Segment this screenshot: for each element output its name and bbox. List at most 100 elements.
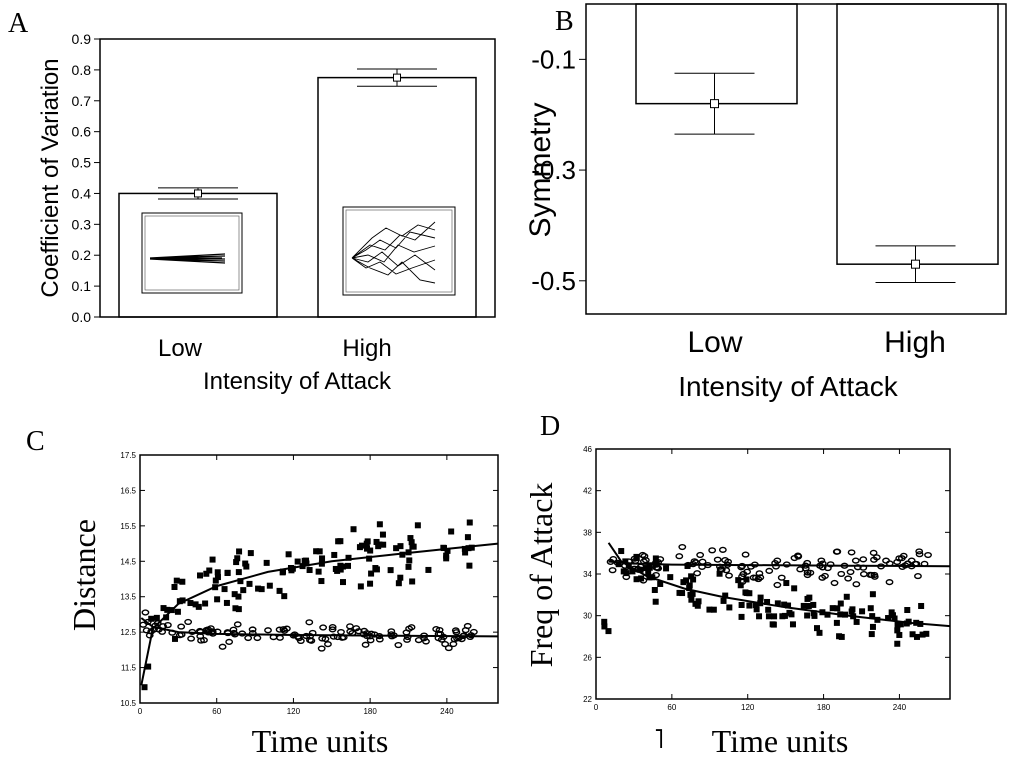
panel-d-square-point: [903, 620, 910, 627]
panel-d-circle-point: [837, 570, 846, 578]
panel-c-circle-point: [244, 634, 253, 642]
panel-c-square-point: [397, 543, 404, 550]
panel-d-circle-point: [696, 551, 705, 559]
panel-c-circle-point: [414, 637, 423, 644]
panel-c-square-point: [466, 519, 473, 526]
panel-c-square-point: [174, 608, 181, 615]
panel-d-square-point: [638, 575, 645, 582]
panel-c-square-point: [235, 606, 242, 613]
panel-c-square-point: [206, 567, 213, 574]
panel-a-y-label: Coefficient of Variation: [37, 58, 64, 297]
panel-c-square-point: [345, 562, 352, 569]
panel-d-circle-point: [741, 551, 750, 558]
panel-d-circle-point: [675, 553, 684, 560]
panel-c-circle-point: [324, 641, 332, 648]
panel-c-x-tick-label: 180: [363, 707, 377, 716]
panel-c-square-point: [443, 555, 450, 562]
panel-d-circle-point: [773, 581, 782, 589]
panel-d-square-point: [816, 629, 823, 636]
panel-d-square-point: [894, 640, 901, 647]
panel-d-square-point: [896, 631, 903, 638]
panel-c-circle-point: [177, 623, 186, 630]
panel-d-square-point: [783, 580, 790, 587]
panel-c-square-point: [444, 547, 451, 554]
panel-c-y-tick-label: 13.5: [120, 593, 136, 602]
panel-d-y-label: Freq of Attack: [523, 483, 559, 668]
panel-a-frame: [99, 38, 496, 318]
panel-d-square-point: [684, 562, 691, 569]
panel-b-frame: [585, 3, 1007, 315]
panel-c-circle-point: [187, 635, 196, 642]
panel-c-square-point: [237, 578, 244, 585]
panel-c-square-point: [171, 583, 178, 590]
panel-d-points: [601, 543, 932, 647]
panel-b-bar-low: [635, 3, 798, 105]
panel-d-square-point: [764, 598, 771, 605]
panel-d-square-point: [885, 615, 892, 622]
panel-d-circle-point: [869, 549, 878, 556]
panel-c-circle-point: [463, 622, 472, 630]
panel-c-square-point: [214, 569, 221, 576]
panel-a-inset-low: [141, 212, 243, 294]
panel-c-circle-point: [307, 637, 316, 644]
panel-b-bars: [635, 3, 999, 283]
panel-a-tick-label: 0.1: [72, 278, 92, 294]
panel-c-y-tick-label: 15.5: [120, 522, 136, 531]
panel-b-x-label: Intensity of Attack: [678, 371, 898, 402]
panel-d-square-point: [652, 598, 659, 605]
panel-c-x-tick-label: 120: [287, 707, 301, 716]
panel-d-square-point: [746, 602, 753, 609]
panel-d-square-point: [690, 576, 697, 583]
panel-d-x-label: Time units: [712, 723, 849, 759]
panel-c-square-point: [179, 597, 186, 604]
panel-d-square-point: [646, 562, 653, 569]
panel-d-square-point: [695, 598, 702, 605]
panel-d-square-point: [676, 589, 683, 596]
panel-c-square-point: [247, 550, 254, 557]
panel-c-square-point: [318, 578, 325, 585]
panel-d-fit-line: [608, 560, 951, 568]
panel-d-square-point: [737, 582, 744, 589]
panel-d-x-tick-label: 180: [817, 703, 831, 712]
panel-d-circle-point: [885, 579, 894, 586]
panel-c-square-point: [173, 577, 180, 584]
panel-b-y-label: Symmetry: [524, 103, 557, 238]
panel-c-circle-point: [142, 627, 151, 634]
panel-c-circle-point: [361, 641, 370, 648]
panel-d-circle-point: [851, 557, 860, 564]
panel-c-square-point: [373, 538, 380, 545]
panel-c-circle-point: [441, 641, 450, 648]
panel-d-square-point: [859, 608, 866, 615]
panel-b-tick-label: -0.5: [531, 266, 576, 296]
panel-c-square-point: [350, 526, 357, 533]
panel-c-square-point: [236, 548, 243, 555]
panel-c-points: [139, 519, 478, 691]
panel-d-circle-point: [832, 548, 841, 555]
panel-a-tick-label: 0.4: [72, 185, 92, 201]
panel-d-square-point: [837, 600, 844, 607]
panel-d-circle-point: [859, 571, 868, 578]
panel-b-tick-label: -0.1: [531, 44, 576, 74]
panel-b-tick-label: -0.3: [531, 155, 576, 185]
panel-a-bars: [118, 68, 477, 318]
panel-d-square-point: [605, 628, 612, 635]
panel-d-square-point: [804, 612, 811, 619]
panel-d-circle-point: [844, 575, 853, 582]
panel-c-square-point: [163, 614, 170, 621]
panel-d-square-point: [765, 606, 772, 613]
panel-a-mean-marker: [393, 73, 401, 82]
panel-d-square-point: [789, 621, 796, 628]
panel-d-square-point: [601, 623, 608, 630]
panel-d-square-point: [720, 597, 727, 604]
panel-c-circle-point: [360, 627, 369, 634]
panel-c-square-point: [363, 545, 370, 552]
panel-c-circle-point: [328, 626, 337, 633]
panel-c-x-tick-label: 60: [212, 707, 221, 716]
panel-d-x-tick-label: 240: [893, 703, 907, 712]
panel-c-circle-point: [275, 626, 284, 633]
panel-d-square-point: [752, 602, 759, 609]
panel-c-square-point: [379, 531, 386, 538]
panel-c-square-point: [376, 521, 383, 528]
panel-d-circle-point: [830, 579, 839, 587]
panel-c-circle-point: [449, 640, 458, 648]
